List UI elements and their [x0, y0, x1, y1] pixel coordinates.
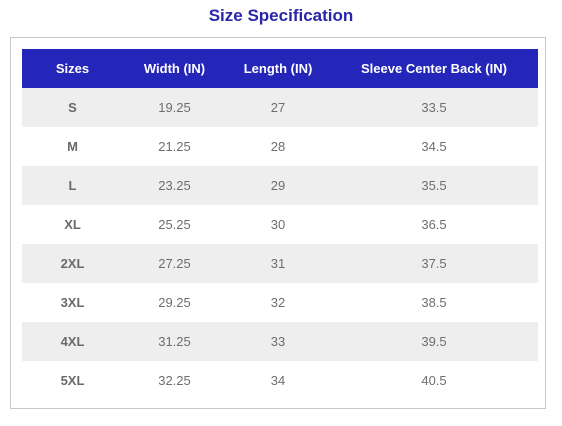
width-cell: 23.25 [123, 166, 226, 205]
table-header-row: Sizes Width (IN) Length (IN) Sleeve Cent… [22, 49, 538, 88]
sleeve-cell: 39.5 [330, 322, 538, 361]
sleeve-cell: 33.5 [330, 88, 538, 127]
sleeve-cell: 35.5 [330, 166, 538, 205]
length-cell: 28 [226, 127, 330, 166]
size-cell: M [22, 127, 123, 166]
table-row: XL 25.25 30 36.5 [22, 205, 538, 244]
length-cell: 32 [226, 283, 330, 322]
size-cell: 5XL [22, 361, 123, 400]
sleeve-cell: 38.5 [330, 283, 538, 322]
table-row: L 23.25 29 35.5 [22, 166, 538, 205]
length-cell: 27 [226, 88, 330, 127]
size-cell: 4XL [22, 322, 123, 361]
table-row: 3XL 29.25 32 38.5 [22, 283, 538, 322]
width-cell: 25.25 [123, 205, 226, 244]
sleeve-cell: 40.5 [330, 361, 538, 400]
table-row: S 19.25 27 33.5 [22, 88, 538, 127]
size-cell: S [22, 88, 123, 127]
width-cell: 27.25 [123, 244, 226, 283]
length-cell: 29 [226, 166, 330, 205]
width-cell: 21.25 [123, 127, 226, 166]
size-spec-table: Sizes Width (IN) Length (IN) Sleeve Cent… [22, 49, 538, 400]
width-cell: 32.25 [123, 361, 226, 400]
header-length: Length (IN) [226, 49, 330, 88]
page-title: Size Specification [208, 6, 354, 25]
size-cell: XL [22, 205, 123, 244]
length-cell: 34 [226, 361, 330, 400]
sleeve-cell: 37.5 [330, 244, 538, 283]
size-spec-card: Sizes Width (IN) Length (IN) Sleeve Cent… [10, 37, 546, 409]
table-row: M 21.25 28 34.5 [22, 127, 538, 166]
table-row: 4XL 31.25 33 39.5 [22, 322, 538, 361]
header-sleeve-center-back: Sleeve Center Back (IN) [330, 49, 538, 88]
header-width: Width (IN) [123, 49, 226, 88]
length-cell: 33 [226, 322, 330, 361]
table-row: 2XL 27.25 31 37.5 [22, 244, 538, 283]
width-cell: 19.25 [123, 88, 226, 127]
size-cell: 2XL [22, 244, 123, 283]
width-cell: 29.25 [123, 283, 226, 322]
sleeve-cell: 34.5 [330, 127, 538, 166]
table-row: 5XL 32.25 34 40.5 [22, 361, 538, 400]
sleeve-cell: 36.5 [330, 205, 538, 244]
length-cell: 30 [226, 205, 330, 244]
size-cell: L [22, 166, 123, 205]
width-cell: 31.25 [123, 322, 226, 361]
size-cell: 3XL [22, 283, 123, 322]
length-cell: 31 [226, 244, 330, 283]
header-sizes: Sizes [22, 49, 123, 88]
